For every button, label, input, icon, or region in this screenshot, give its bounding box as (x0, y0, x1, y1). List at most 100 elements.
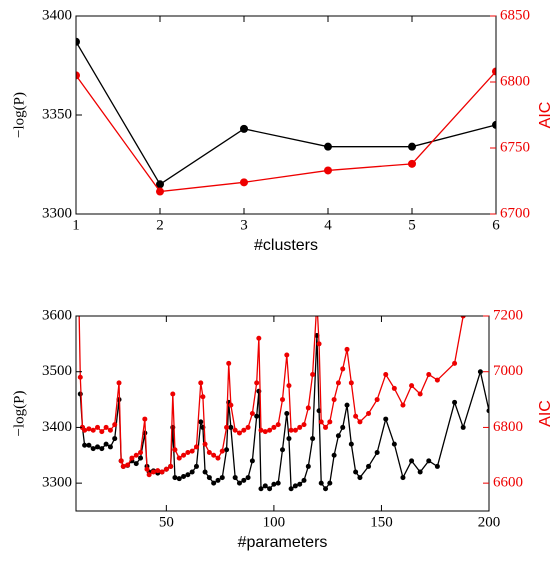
marker (286, 383, 292, 389)
marker (391, 385, 397, 391)
series-line (76, 71, 496, 193)
marker (400, 402, 406, 408)
marker (163, 466, 169, 472)
marker (324, 166, 332, 175)
marker (288, 427, 294, 433)
marker (189, 469, 195, 475)
marker (434, 377, 440, 383)
marker (172, 447, 178, 453)
y-tick-label: 3400 (42, 419, 72, 435)
marker (103, 424, 109, 430)
marker (76, 37, 80, 46)
marker (236, 430, 242, 436)
marker (228, 402, 234, 408)
marker (256, 335, 262, 341)
marker (99, 446, 105, 452)
marker (348, 441, 354, 447)
marker (202, 441, 208, 447)
marker (335, 380, 341, 386)
marker (492, 67, 496, 76)
marker (215, 455, 221, 461)
marker (292, 427, 298, 433)
marker (156, 180, 164, 189)
marker (219, 448, 225, 454)
marker (434, 463, 440, 469)
marker (258, 486, 264, 492)
marker (228, 424, 234, 430)
marker (357, 419, 363, 425)
marker (301, 477, 307, 483)
marker (219, 475, 225, 481)
marker (176, 455, 182, 461)
series-line (76, 41, 496, 186)
x-tick-label: 4 (324, 217, 332, 233)
marker (331, 452, 337, 458)
marker (176, 476, 182, 482)
marker (240, 178, 248, 187)
y2-tick-label: 7000 (493, 363, 523, 379)
marker (417, 469, 423, 475)
marker (236, 480, 242, 486)
plot-area (76, 258, 492, 492)
plot-area (76, 37, 496, 196)
marker (150, 469, 156, 475)
y2-tick-label: 6600 (493, 475, 523, 491)
marker (155, 468, 161, 474)
marker (340, 366, 346, 372)
marker (245, 475, 251, 481)
marker (172, 475, 178, 481)
marker (144, 466, 150, 472)
marker (107, 427, 113, 433)
marker (170, 391, 176, 397)
marker (288, 486, 294, 492)
marker (492, 120, 496, 129)
marker (181, 473, 187, 479)
marker (142, 416, 148, 422)
marker (159, 469, 165, 475)
marker (112, 422, 118, 428)
marker (245, 424, 251, 430)
marker (305, 405, 311, 411)
marker (348, 380, 354, 386)
marker (267, 427, 273, 433)
marker (487, 300, 492, 305)
marker (146, 472, 152, 478)
y-axis-label: −log(P) (11, 391, 27, 437)
marker (138, 455, 144, 461)
marker (344, 346, 350, 352)
marker (241, 477, 247, 483)
marker (211, 480, 217, 486)
marker (168, 463, 174, 469)
marker (103, 441, 109, 447)
marker (258, 427, 264, 433)
marker (206, 475, 212, 481)
marker (275, 480, 281, 486)
marker (254, 413, 260, 419)
marker (76, 258, 81, 263)
x-axis-label: #parameters (238, 534, 328, 551)
marker (275, 422, 281, 428)
marker (76, 71, 80, 80)
x-tick-label: 50 (159, 514, 174, 530)
marker (193, 463, 199, 469)
x-tick-label: 2 (156, 217, 164, 233)
marker (181, 452, 187, 458)
marker (374, 397, 380, 403)
marker (366, 411, 372, 416)
marker (215, 477, 221, 483)
axes-frame (75, 15, 497, 215)
marker (286, 436, 292, 442)
marker (353, 413, 359, 419)
marker (240, 124, 248, 133)
marker (353, 469, 359, 475)
marker (400, 475, 406, 481)
marker (383, 372, 389, 377)
marker (324, 142, 332, 151)
marker (357, 475, 363, 481)
marker (107, 444, 113, 450)
marker (327, 419, 333, 425)
marker (77, 374, 83, 380)
y-tick-label: 3600 (42, 307, 72, 323)
marker (335, 433, 341, 439)
marker (323, 424, 329, 430)
